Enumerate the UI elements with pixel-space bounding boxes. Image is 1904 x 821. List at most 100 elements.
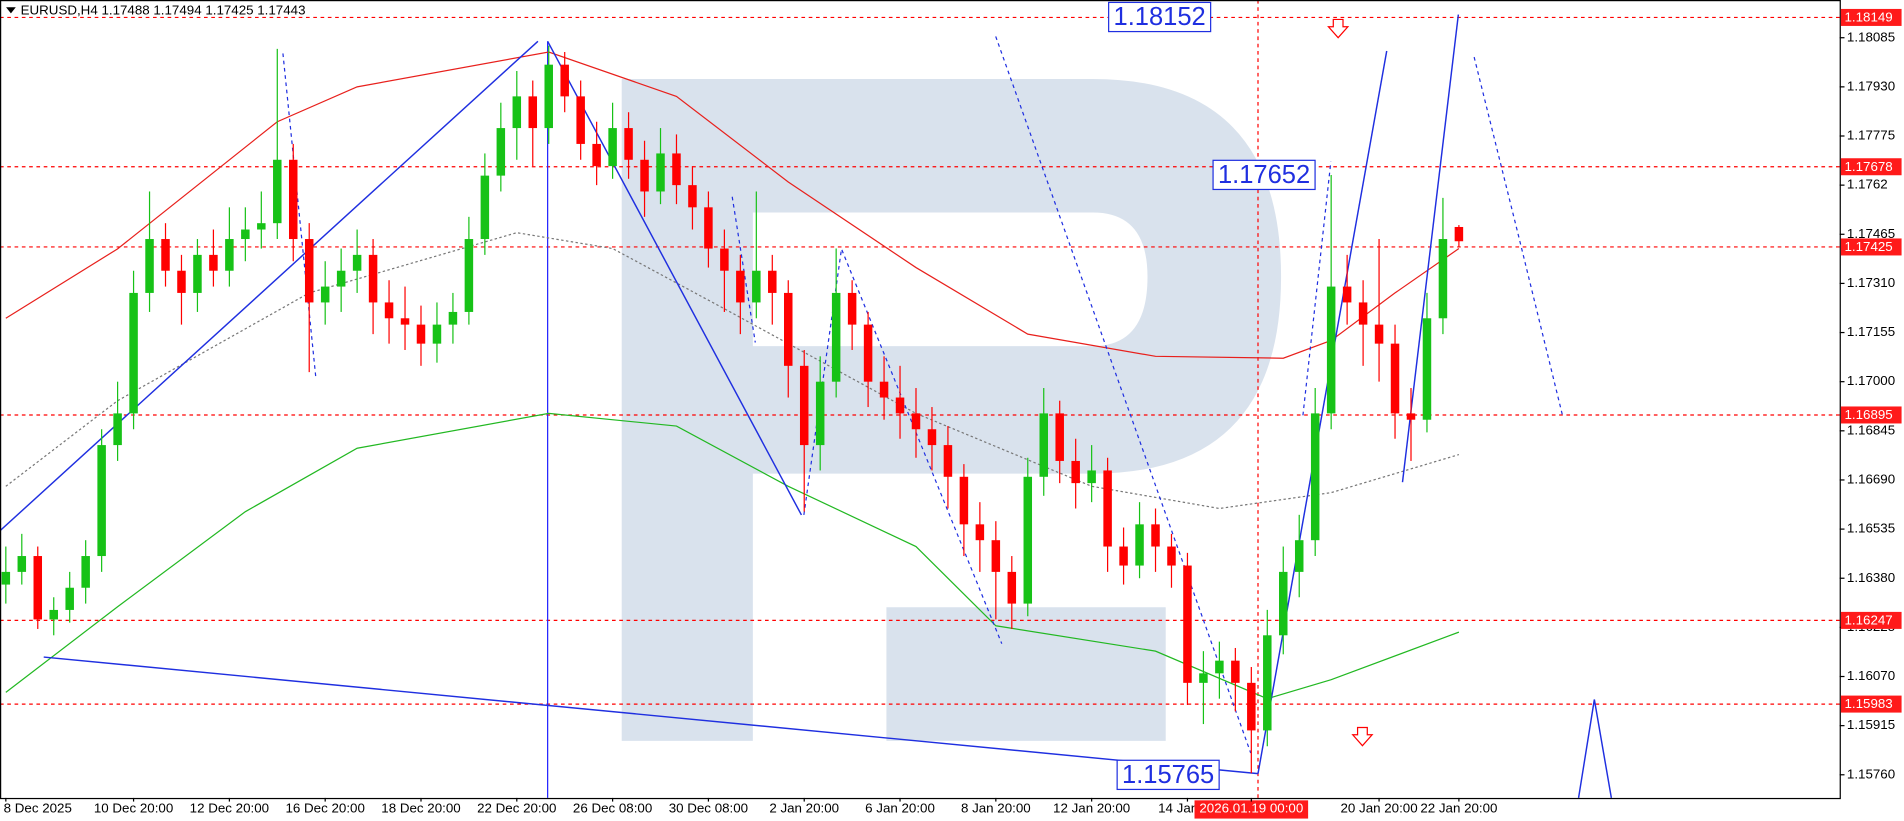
candle-body (895, 397, 905, 414)
candle-body (241, 229, 250, 240)
candle-body (161, 239, 170, 271)
candle-body (81, 556, 90, 588)
wave-line (43, 656, 1259, 775)
candle-body (416, 324, 426, 344)
candle-body (352, 254, 362, 271)
candle-body (1358, 302, 1368, 325)
candle-body (257, 223, 266, 230)
level-label: 1.16895 (1845, 407, 1893, 422)
y-tick-label: 1.16535 (1847, 521, 1895, 536)
forecast-line (282, 53, 317, 377)
y-tick-label: 1.17310 (1847, 275, 1895, 290)
x-tick-label: 8 Dec 2025 (4, 800, 72, 815)
candle-body (1055, 413, 1064, 461)
level-label-box (1840, 8, 1902, 26)
x-tick-label: 30 Dec 08:00 (669, 800, 748, 815)
candle-body (688, 185, 697, 208)
candle-body (1151, 524, 1160, 547)
candle-body (1215, 660, 1224, 674)
plot-frame (0, 0, 1841, 800)
candle-body (97, 445, 106, 557)
y-tick-label: 1.16380 (1847, 570, 1895, 585)
chart-title: EURUSD,H4 1.17488 1.17494 1.17425 1.1744… (21, 2, 306, 17)
candle-body (624, 128, 633, 160)
y-tick-label: 1.17465 (1847, 226, 1895, 241)
candle-body (496, 128, 506, 176)
candle-body (1247, 682, 1256, 731)
candle-body (1406, 413, 1416, 420)
candle-body (768, 270, 777, 293)
candle-body (943, 445, 953, 477)
x-tick-label: 12 Dec 20:00 (190, 800, 269, 815)
candle-body (448, 311, 458, 325)
y-tick-label: 1.15915 (1847, 717, 1895, 732)
y-tick-label: 1.16070 (1847, 668, 1895, 683)
level-label-box (1840, 611, 1902, 629)
candle-body (1454, 226, 1464, 242)
candle-body (1119, 546, 1128, 566)
candle-body (560, 64, 569, 97)
y-tick-label: 1.17930 (1847, 78, 1895, 93)
wave-line (1257, 50, 1388, 774)
y-tick-label: 1.17155 (1847, 324, 1895, 339)
candle-body (1294, 540, 1304, 572)
watermark-logo (621, 78, 1282, 741)
x-tick-label: 2026.01.19 00:00 (1199, 800, 1303, 815)
indicator-line (5, 51, 1460, 359)
candle-body (400, 318, 410, 325)
candle-body (1007, 571, 1017, 604)
candle-body (1342, 286, 1352, 303)
candle-body (65, 587, 74, 610)
candle-body (512, 96, 522, 129)
candle-body (273, 159, 282, 224)
candle-body (1, 571, 11, 585)
x-tick-label: 20 Jan 20:00 (1340, 800, 1417, 815)
candle-body (432, 324, 442, 344)
candle-body (1390, 343, 1400, 414)
candle-body (640, 159, 649, 192)
annotation-box (1212, 159, 1316, 191)
x-tick-label: 10 Dec 20:00 (94, 800, 173, 815)
wave-drawings (0, 14, 1460, 775)
level-label-box (1840, 695, 1902, 713)
candle-body (911, 413, 921, 430)
level-label: 1.17678 (1845, 159, 1893, 174)
annotation: 1.18152 (1114, 3, 1206, 31)
x-tick-label: 22 Dec 20:00 (477, 800, 556, 815)
candle-body (752, 270, 761, 303)
level-label: 1.16247 (1845, 613, 1893, 628)
candle-body (528, 96, 538, 129)
level-label-box (1840, 406, 1902, 424)
candle-body (815, 381, 825, 446)
candle-body (863, 324, 873, 382)
candle-body (177, 270, 186, 293)
level-label: 1.15983 (1845, 696, 1893, 711)
candle-body (576, 96, 585, 144)
candle-body (289, 159, 298, 240)
candle-body (1231, 660, 1240, 683)
candle-body (1023, 476, 1033, 604)
menu-triangle (6, 7, 16, 14)
candle-body (927, 429, 937, 446)
forecast-line (1473, 56, 1564, 417)
crosshair-label-box (1194, 800, 1309, 819)
candle-body (1167, 546, 1176, 566)
y-tick-label: 1.16845 (1847, 422, 1895, 437)
candle-body (704, 207, 713, 249)
down-arrow (1327, 18, 1350, 39)
candles (1, 45, 1464, 774)
annotation-box (1108, 1, 1212, 33)
candle-body (1071, 460, 1080, 484)
candle-body (225, 239, 234, 271)
candle-body (1279, 571, 1288, 636)
x-tick-label: 22 Jan 20:00 (1420, 800, 1497, 815)
x-tick-label: 26 Dec 08:00 (573, 800, 652, 815)
candle-body (736, 270, 745, 303)
x-tick-label: 6 Jan 20:00 (865, 800, 935, 815)
candle-body (145, 239, 154, 293)
annotation-box (1116, 759, 1220, 791)
down-arrow (1351, 726, 1374, 747)
candle-body (304, 239, 314, 303)
candle-body (320, 286, 330, 303)
